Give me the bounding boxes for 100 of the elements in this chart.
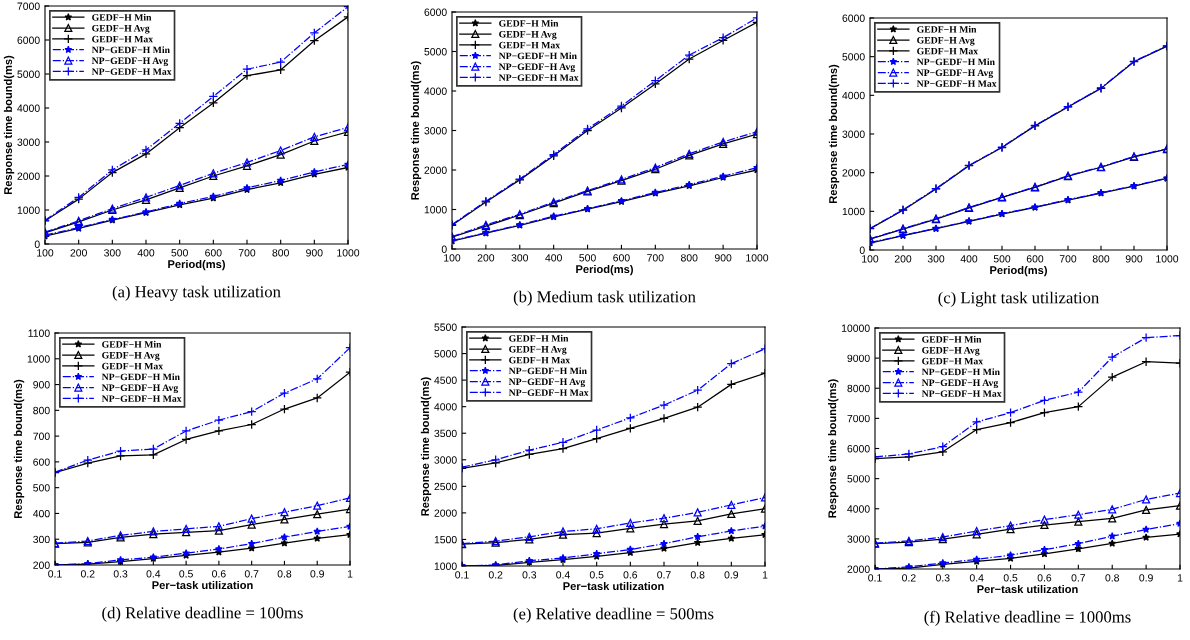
legend-label: GEDF−H Max <box>499 41 561 49</box>
legend-label: GEDF−H Max <box>92 35 154 43</box>
y-tick-label: 800 <box>33 406 50 415</box>
y-tick-label: 0 <box>859 246 865 254</box>
y-tick-label: 5500 <box>434 323 457 331</box>
y-tick-label: 2000 <box>842 169 865 177</box>
x-tick-label: 1 <box>762 571 768 579</box>
y-tick-label: 2500 <box>434 482 457 491</box>
x-tick-label: 900 <box>1125 255 1143 263</box>
x-axis-title: Period(ms) <box>576 264 633 276</box>
y-tick-label: 4000 <box>842 91 865 100</box>
x-tick-label: 0.2 <box>902 574 916 582</box>
x-tick-label: 300 <box>104 249 121 257</box>
y-tick-label: 5000 <box>847 475 870 483</box>
x-tick-label: 400 <box>137 249 155 257</box>
legend-label: NP−GEDF−H Max <box>508 389 589 396</box>
x-tick-label: 200 <box>70 249 87 257</box>
y-tick-label: 4000 <box>424 87 447 95</box>
legend-label: NP−GEDF−H Min <box>101 373 180 381</box>
x-tick-label: 100 <box>444 254 461 262</box>
x-tick-label: 0.1 <box>455 571 469 579</box>
legend-label: GEDF−H Min <box>917 25 977 33</box>
legend-label: NP−GEDF−H Max <box>91 68 172 75</box>
x-axis-title: Period(ms) <box>990 265 1047 277</box>
legend-label: GEDF−H Avg <box>102 351 160 361</box>
y-axis-title: Response time bound(ms) <box>828 64 840 204</box>
x-tick-label: 500 <box>171 249 188 257</box>
y-tick-label: 400 <box>33 509 50 518</box>
x-tick-label: 1 <box>1177 574 1183 582</box>
x-tick-label: 1000 <box>337 249 360 257</box>
y-axis-title: Response time bound(ms) <box>3 55 15 195</box>
x-tick-label: 600 <box>205 249 222 257</box>
legend-label: GEDF−H Avg <box>509 345 567 355</box>
x-tick-label: 200 <box>894 255 912 263</box>
x-tick-label: 0.9 <box>310 570 324 578</box>
legend-label: GEDF−H Avg <box>499 30 557 40</box>
x-tick-label: 0.6 <box>623 571 638 579</box>
y-tick-label: 1000 <box>434 562 457 570</box>
x-tick-label: 0.1 <box>868 574 882 582</box>
y-axis-title: Response time bound(ms) <box>828 379 839 518</box>
y-tick-label: 1000 <box>17 206 40 214</box>
x-axis-title: Period(ms) <box>168 259 225 271</box>
legend-label: NP−GEDF−H Max <box>916 80 997 87</box>
x-tick-label: 700 <box>1059 255 1077 263</box>
x-tick-label: 0.8 <box>690 571 705 579</box>
legend-label: GEDF−H Max <box>509 356 571 364</box>
x-tick-label: 600 <box>613 254 630 262</box>
y-tick-label: 3500 <box>434 429 457 438</box>
x-tick-label: 0.7 <box>1071 574 1086 582</box>
y-tick-label: 1000 <box>424 206 447 214</box>
x-tick-label: 100 <box>862 255 879 263</box>
y-axis-title: Response time bound(ms) <box>410 61 422 200</box>
text: (d) Relative deadline = 100ms <box>102 606 303 622</box>
y-tick-label: 3000 <box>17 138 40 146</box>
y-tick-label: 4500 <box>434 376 457 384</box>
legend-label: NP−GEDF−H Avg <box>91 57 169 67</box>
x-tick-label: 400 <box>960 255 978 263</box>
legend-label: GEDF−H Avg <box>92 24 150 34</box>
legend-label: GEDF−H Min <box>509 334 569 342</box>
y-tick-label: 10000 <box>841 324 870 332</box>
legend-label: NP−GEDF−H Max <box>498 74 579 81</box>
x-tick-label: 0.9 <box>724 571 739 579</box>
x-tick-label: 0.4 <box>146 570 161 578</box>
x-tick-label: 500 <box>579 254 596 262</box>
x-tick-label: 100 <box>37 249 54 257</box>
legend-label: GEDF−H Avg <box>922 346 980 356</box>
x-tick-label: 700 <box>238 249 256 257</box>
y-tick-label: 1500 <box>434 535 457 544</box>
x-tick-label: 0.5 <box>589 571 604 579</box>
y-tick-label: 5000 <box>17 70 40 78</box>
x-axis-title: Per−task utilization <box>977 584 1078 594</box>
y-tick-label: 8000 <box>847 384 870 393</box>
y-tick-label: 600 <box>33 458 50 466</box>
legend-label: NP−GEDF−H Avg <box>498 63 576 73</box>
x-tick-label: 300 <box>927 255 945 263</box>
legend-label: GEDF−H Max <box>102 362 164 370</box>
x-tick-label: 0.8 <box>277 570 292 578</box>
text: (c) Light task utilization <box>938 291 1100 307</box>
legend-label: NP−GEDF−H Avg <box>101 384 179 394</box>
y-tick-label: 300 <box>33 535 50 544</box>
y-tick-label: 4000 <box>434 403 457 411</box>
y-tick-label: 4000 <box>847 505 870 513</box>
x-tick-label: 500 <box>993 255 1011 263</box>
x-tick-label: 0.2 <box>488 571 503 579</box>
legend-label: NP−GEDF−H Avg <box>916 69 994 79</box>
x-tick-label: 200 <box>477 254 495 262</box>
x-axis-title: Per−task utilization <box>563 581 664 591</box>
x-tick-label: 0.2 <box>80 570 95 578</box>
y-tick-label: 6000 <box>424 8 447 16</box>
text: (a) Heavy task utilization <box>112 285 281 301</box>
x-tick-label: 800 <box>272 249 289 257</box>
x-tick-label: 0.6 <box>212 570 226 578</box>
legend-label: NP−GEDF−H Avg <box>921 379 999 389</box>
y-tick-label: 700 <box>33 432 50 440</box>
x-tick-label: 1000 <box>1156 255 1179 263</box>
x-tick-label: 800 <box>680 254 698 262</box>
y-tick-label: 5000 <box>434 350 457 358</box>
y-tick-label: 0 <box>441 245 447 253</box>
y-tick-label: 5000 <box>842 53 865 61</box>
text: (f) Relative deadline = 1000ms <box>924 610 1131 626</box>
